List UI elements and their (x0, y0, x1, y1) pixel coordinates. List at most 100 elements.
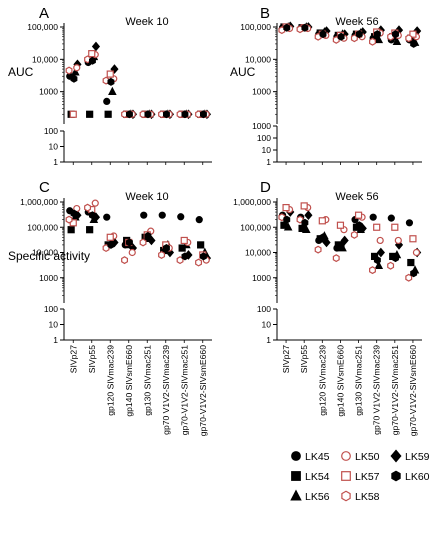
data-point-lk60 (162, 110, 170, 119)
legend-marker-lk56 (290, 489, 302, 501)
data-point-lk60 (125, 110, 133, 119)
y-tick-label: 1 (53, 157, 58, 167)
legend-marker-lk59 (390, 449, 402, 463)
chart-title: Week 10 (125, 191, 168, 203)
x-tick-label: gp140 SIVsmE660 (124, 345, 134, 417)
y-tick-label: 10 (49, 320, 59, 330)
data-point-lk60 (199, 252, 207, 261)
data-point-lk50 (128, 248, 136, 257)
legend-label: LK60 (405, 471, 430, 483)
data-point-lk58 (350, 230, 358, 239)
y-tick-label: 100 (44, 304, 58, 314)
x-tick-label: gp70-V1V2-SIVmac251 (179, 345, 189, 436)
y-axis-label: AUC (8, 65, 34, 79)
data-point-lk45 (140, 211, 148, 219)
data-point-lk60 (319, 233, 327, 242)
data-point-lk57 (282, 204, 290, 212)
data-point-lk60 (392, 30, 399, 39)
y-tick-label: 1 (266, 157, 271, 167)
legend-label: LK58 (355, 491, 380, 503)
legend-item-lk60: LK60 (391, 470, 430, 483)
x-tick-label: gp70-V1V2-SIVmac251 (390, 345, 400, 436)
legend-label: LK57 (355, 471, 380, 483)
legend-item-lk50: LK50 (341, 451, 380, 463)
chart-panel-d: 1,000,000 100,000 10,000 1000 100 10 1 D Week 56… (68, 179, 422, 436)
data-point-lk58 (387, 261, 395, 270)
legend-marker-lk54 (291, 471, 301, 481)
y-tick-label: 10 (262, 145, 272, 155)
y-tick-label: 10 (49, 142, 59, 152)
y-tick-label: 10,000 (32, 54, 58, 64)
data-point-lk60 (88, 56, 96, 65)
data-point-lk54 (407, 258, 415, 267)
x-tick-label: gp70 V1V2-SIVmac239 (161, 345, 171, 435)
data-point-lk54 (104, 110, 112, 118)
y-tick-label: 10,000 (245, 54, 271, 64)
data-point-lk58 (369, 266, 376, 275)
data-point-lk56 (71, 67, 80, 76)
data-point-lk60 (144, 110, 152, 119)
data-point-lk45 (369, 213, 377, 221)
chart-title: Week 56 (335, 191, 378, 203)
data-point-lk58 (195, 258, 203, 267)
legend-item-lk59: LK59 (390, 449, 430, 463)
data-point-lk56 (374, 260, 384, 270)
data-point-lk59 (376, 247, 385, 258)
data-point-lk57 (409, 30, 417, 38)
panel-letter: D (260, 179, 271, 196)
legend-marker-lk58 (341, 490, 351, 502)
y-tick-label: 100,000 (27, 222, 58, 232)
y-tick-label: 100 (44, 126, 58, 136)
y-tick-label: 100 (257, 133, 271, 143)
y-tick-label: 1000 (252, 87, 271, 97)
data-point-lk50 (394, 236, 402, 245)
x-tick-label: gp120 SIVmac239 (105, 345, 115, 416)
x-tick-label: SIVp27 (281, 345, 291, 373)
data-point-lk57 (373, 223, 381, 231)
data-point-lk45 (158, 211, 166, 219)
data-point-lk50 (376, 236, 384, 245)
legend-item-lk58: LK58 (341, 490, 380, 503)
legend-marker-lk50 (341, 451, 351, 461)
y-tick-label: 100,000 (240, 222, 271, 232)
y-tick-label: 1000 (39, 273, 58, 283)
data-point-lk57 (106, 233, 114, 241)
legend-marker-lk60 (391, 470, 401, 482)
data-point-lk45 (405, 219, 414, 227)
data-point-lk60 (392, 254, 399, 263)
data-point-lk60 (144, 232, 152, 241)
data-point-lk60 (410, 39, 418, 48)
data-point-lk60 (283, 215, 291, 224)
data-point-lk45 (195, 216, 203, 224)
data-point-lk57 (336, 221, 345, 229)
data-point-lk58 (102, 76, 110, 85)
y-tick-label: 10,000 (32, 248, 58, 258)
x-tick-label: SIVp55 (87, 345, 97, 373)
panel-letter: C (39, 179, 50, 196)
legend-label: LK59 (405, 451, 430, 463)
data-point-lk50 (73, 64, 81, 72)
y-tick-label: 100 (257, 304, 271, 314)
data-point-lk59 (91, 41, 101, 52)
data-point-lk60 (355, 221, 363, 230)
chart-panel-c: 1,000,000 100,000 10,000 1000 100 10 1 C Week 10… (8, 179, 212, 345)
chart-title: Week 56 (335, 16, 378, 28)
panel-letter: A (39, 5, 49, 22)
chart-title: Week 10 (125, 16, 168, 28)
data-point-lk58 (84, 203, 92, 212)
data-point-lk58 (65, 66, 73, 75)
legend-marker-lk57 (341, 471, 351, 481)
data-point-lk60 (125, 238, 133, 247)
legend-item-lk56: LK56 (290, 489, 330, 503)
data-point-lk56 (108, 86, 117, 95)
legend-label: LK50 (355, 451, 380, 463)
data-point-lk56 (374, 34, 384, 44)
data-point-lk58 (369, 37, 376, 46)
data-point-lk60 (373, 30, 381, 39)
data-point-lk60 (70, 74, 78, 83)
data-point-lk59 (340, 235, 349, 246)
y-tick-label: 1 (53, 335, 58, 345)
data-point-lk45 (103, 97, 111, 105)
legend: LK45 LK50 LK59 LK54 LK57 LK60 LK56 LK58 (290, 449, 430, 503)
data-point-lk59 (322, 237, 331, 248)
